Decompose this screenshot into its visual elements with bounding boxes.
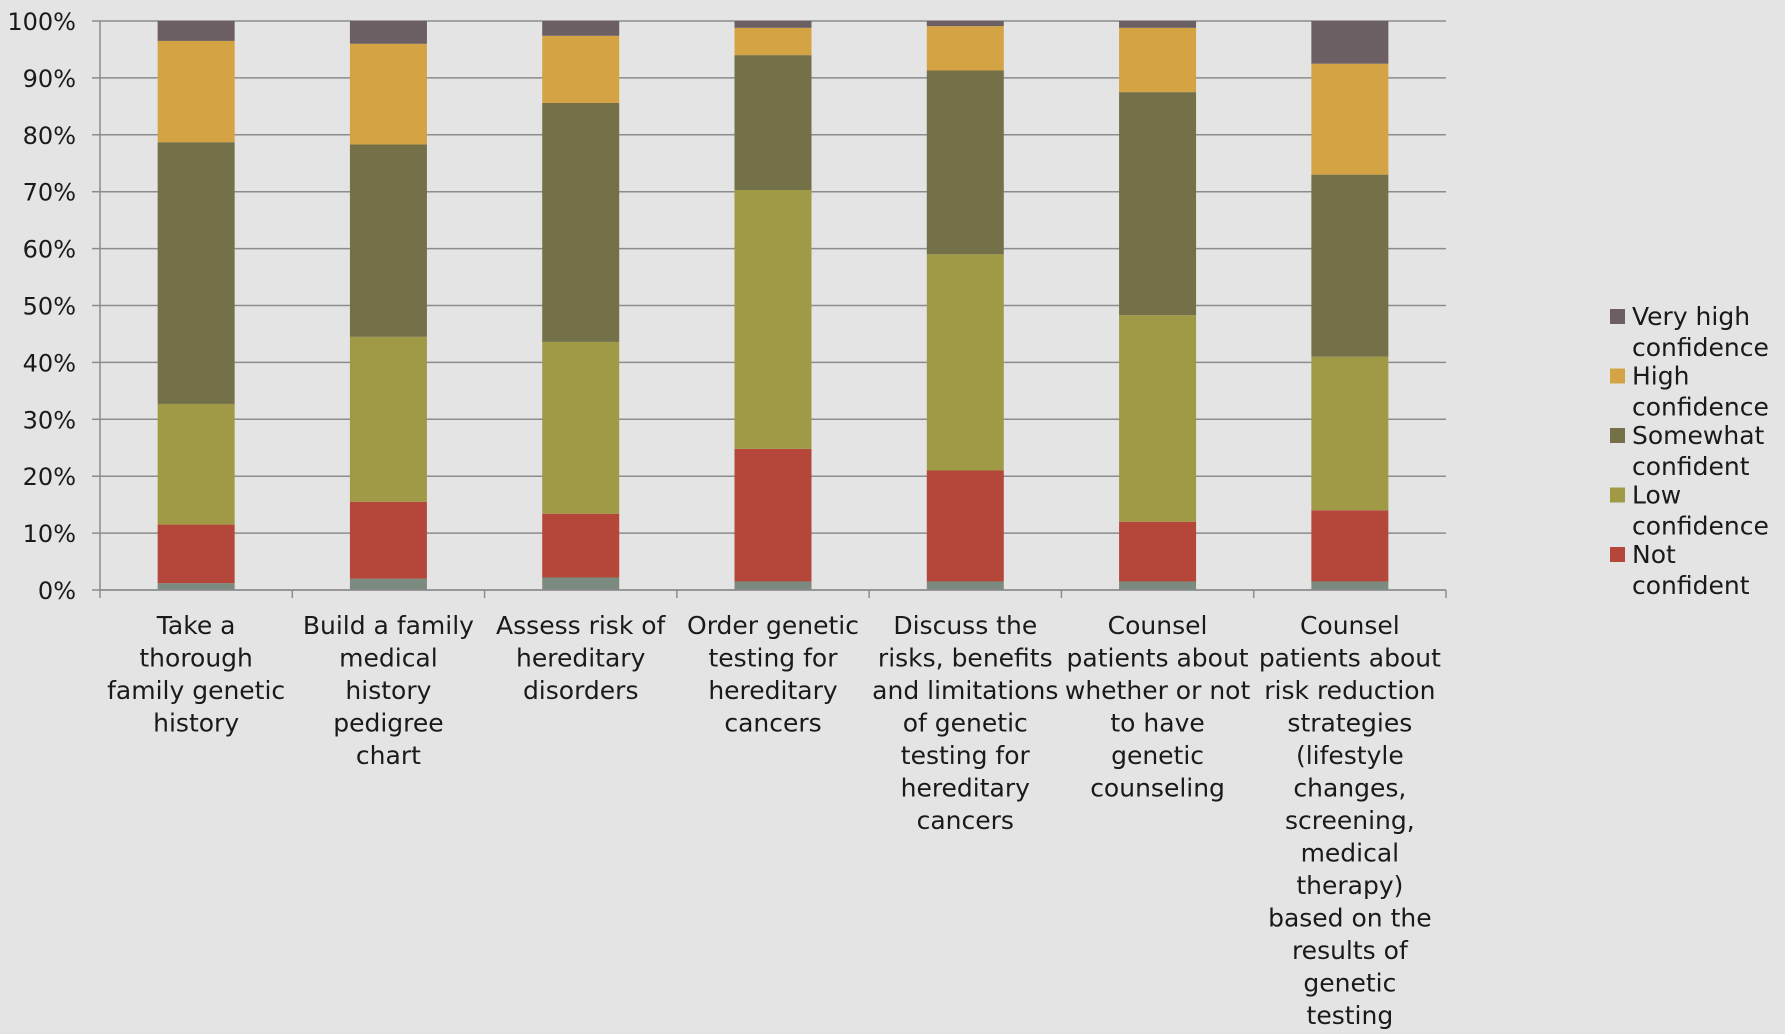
bar-segment [542,35,620,103]
bar-segment [926,26,1004,71]
bar-segment [1311,21,1389,64]
y-tick-labels: 0% 10% 20% 30% 40% 50% 60% 70% 80% 90% 100% [7,8,76,605]
bar-segment [542,21,620,36]
bar-segment [926,21,1004,27]
axes [92,20,1447,598]
y-tick-label: 10% [23,520,76,548]
bar-segment [349,501,427,579]
bar-segment [542,102,620,342]
y-tick-label: 0% [38,577,76,605]
bar-segment [926,581,1004,590]
legend-swatch [1610,547,1625,562]
legend-swatch [1610,309,1625,324]
x-category-label: Counsel patients about risk reduction strat… [1259,611,1441,1030]
y-tick-label: 90% [23,65,76,93]
y-tick-label: 30% [23,406,76,434]
y-tick-label: 50% [23,293,76,321]
bar-segment [157,21,235,41]
bar-segment [734,21,812,28]
bar-segment [349,21,427,44]
y-tick-label: 20% [23,463,76,491]
legend-swatch [1610,487,1625,503]
legend-swatch [1610,368,1625,384]
bar-segment [157,403,235,525]
bar-segment [157,40,235,143]
legend-label: Very high confidence [1632,302,1769,362]
bar-segment [734,581,812,590]
bar-segment [1311,581,1389,590]
bar-segment [734,55,812,190]
legend-label: Somewhat confident [1632,421,1765,481]
bar-segment [157,583,235,590]
bar-segment [926,254,1004,471]
bar-segment [1119,521,1197,582]
bar-segment [1119,315,1197,522]
bar-segment [734,27,812,56]
bar-segment [926,470,1004,582]
bar-segment [349,336,427,502]
legend-swatch [1610,428,1625,443]
bar-segment [1311,174,1389,357]
y-tick-label: 60% [23,236,76,264]
y-tick-label: 70% [23,179,76,207]
bar-segment [734,189,812,449]
legend-label: High confidence [1632,362,1769,422]
bar-segment [542,513,620,578]
y-tick-label: 40% [23,349,76,377]
x-category-label: Assess risk of hereditary disorders [496,611,666,705]
bar-segment [1119,92,1197,316]
bar-segment [1311,510,1389,582]
bar-segment [734,448,812,582]
bar-segment [542,577,620,590]
bars [157,21,1389,590]
x-category-label: Counsel patients about whether or not to ha… [1065,611,1251,803]
bar-segment [157,142,235,404]
bar-segment [349,43,427,145]
bar-segment [542,341,620,514]
bar-segment [1119,21,1197,28]
bar-segment [349,578,427,590]
x-category-label: Discuss the risks, benefits and limitation… [872,611,1058,835]
bar-segment [1311,356,1389,511]
x-category-label: Order genetic testing for hereditary cancer… [687,611,859,738]
bar-segment [1119,27,1197,93]
bar-segment [1119,581,1197,590]
bar-segment [926,70,1004,255]
x-category-label: Build a family medical history pedigree char… [303,611,474,770]
x-category-labels: Take a thorough family genetic historyBuild… [107,611,1441,1030]
legend-label: Low confidence [1632,481,1769,541]
bar-segment [349,144,427,337]
x-category-label: Take a thorough family genetic history [107,611,285,738]
y-tick-label: 80% [23,122,76,150]
bar-segment [157,524,235,584]
legend-label: Not confident [1632,540,1750,600]
bar-segment [1311,63,1389,175]
y-tick-label: 100% [7,8,76,36]
